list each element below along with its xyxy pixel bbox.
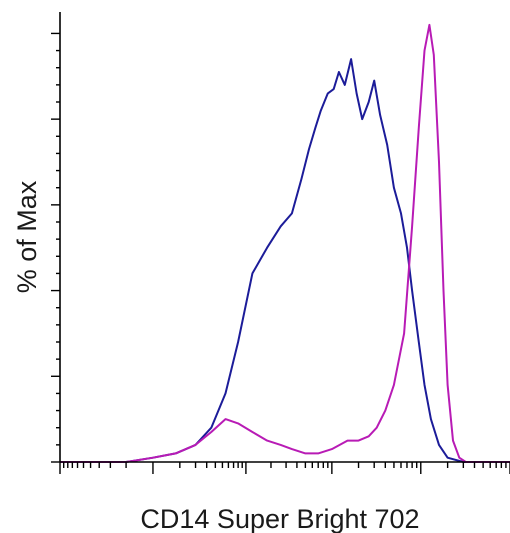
y-axis-ticks <box>51 32 60 463</box>
series-line-0 <box>60 58 510 463</box>
y-axis-title: % of Max <box>12 180 42 293</box>
x-axis-ticks <box>59 462 510 474</box>
plot-area <box>60 23 510 463</box>
series-line-1 <box>60 23 510 463</box>
x-axis-title: CD14 Super Bright 702 <box>140 504 419 533</box>
